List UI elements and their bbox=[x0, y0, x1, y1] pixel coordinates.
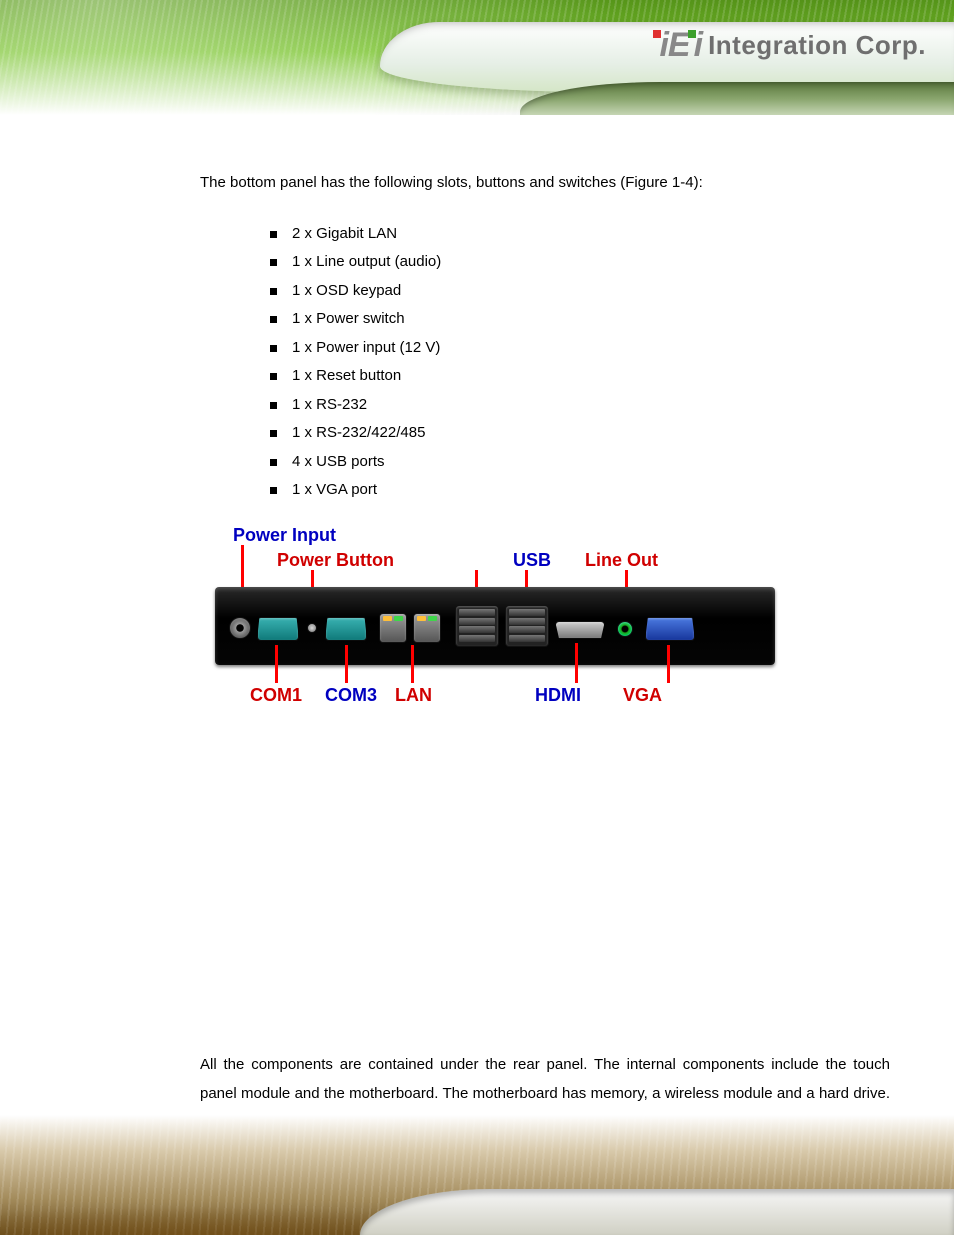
hdmi-port-icon bbox=[555, 621, 605, 639]
label-com3: COM3 bbox=[325, 685, 377, 706]
label-vga: VGA bbox=[623, 685, 662, 706]
list-item: 1 x OSD keypad bbox=[270, 277, 890, 306]
callout-line bbox=[575, 643, 578, 683]
intro-paragraph: The bottom panel has the following slots… bbox=[200, 170, 890, 196]
label-com1: COM1 bbox=[250, 685, 302, 706]
callout-line bbox=[667, 645, 670, 683]
list-item: 4 x USB ports bbox=[270, 448, 890, 477]
label-line-out: Line Out bbox=[585, 550, 658, 571]
callout-line bbox=[345, 645, 348, 683]
label-power-button: Power Button bbox=[277, 550, 394, 571]
label-lan: LAN bbox=[395, 685, 432, 706]
power-jack-icon bbox=[229, 617, 251, 639]
label-usb: USB bbox=[513, 550, 551, 571]
list-item: 1 x Power switch bbox=[270, 305, 890, 334]
feature-list: 2 x Gigabit LAN 1 x Line output (audio) … bbox=[270, 220, 890, 505]
iei-logo-icon: iEi bbox=[655, 26, 702, 65]
io-panel-diagram: Power Input Power Button USB Line Out CO… bbox=[215, 525, 775, 735]
brand-logo: iEi Integration Corp. bbox=[655, 26, 926, 65]
callout-line bbox=[275, 645, 278, 683]
usb-stack-2-icon bbox=[505, 605, 549, 647]
com3-port-icon bbox=[325, 617, 367, 641]
lan1-port-icon bbox=[379, 613, 407, 643]
footer-banner bbox=[0, 1115, 954, 1235]
list-item: 1 x RS-232/422/485 bbox=[270, 419, 890, 448]
usb-stack-1-icon bbox=[455, 605, 499, 647]
list-item: 1 x Line output (audio) bbox=[270, 248, 890, 277]
list-item: 1 x RS-232 bbox=[270, 391, 890, 420]
header-swoosh-dark bbox=[520, 82, 954, 115]
callout-line bbox=[411, 645, 414, 683]
lan2-port-icon bbox=[413, 613, 441, 643]
brand-text: Integration Corp. bbox=[708, 30, 926, 61]
list-item: 1 x VGA port bbox=[270, 476, 890, 505]
label-hdmi: HDMI bbox=[535, 685, 581, 706]
com1-port-icon bbox=[257, 617, 299, 641]
list-item: 1 x Reset button bbox=[270, 362, 890, 391]
list-item: 2 x Gigabit LAN bbox=[270, 220, 890, 249]
footer-swoosh bbox=[360, 1189, 954, 1235]
label-power-input: Power Input bbox=[233, 525, 336, 546]
vga-port-icon bbox=[645, 617, 695, 641]
page-content: The bottom panel has the following slots… bbox=[200, 170, 890, 1137]
power-button-icon bbox=[307, 623, 317, 633]
header-banner: iEi Integration Corp. bbox=[0, 0, 954, 115]
list-item: 1 x Power input (12 V) bbox=[270, 334, 890, 363]
line-out-jack-icon bbox=[617, 621, 633, 637]
